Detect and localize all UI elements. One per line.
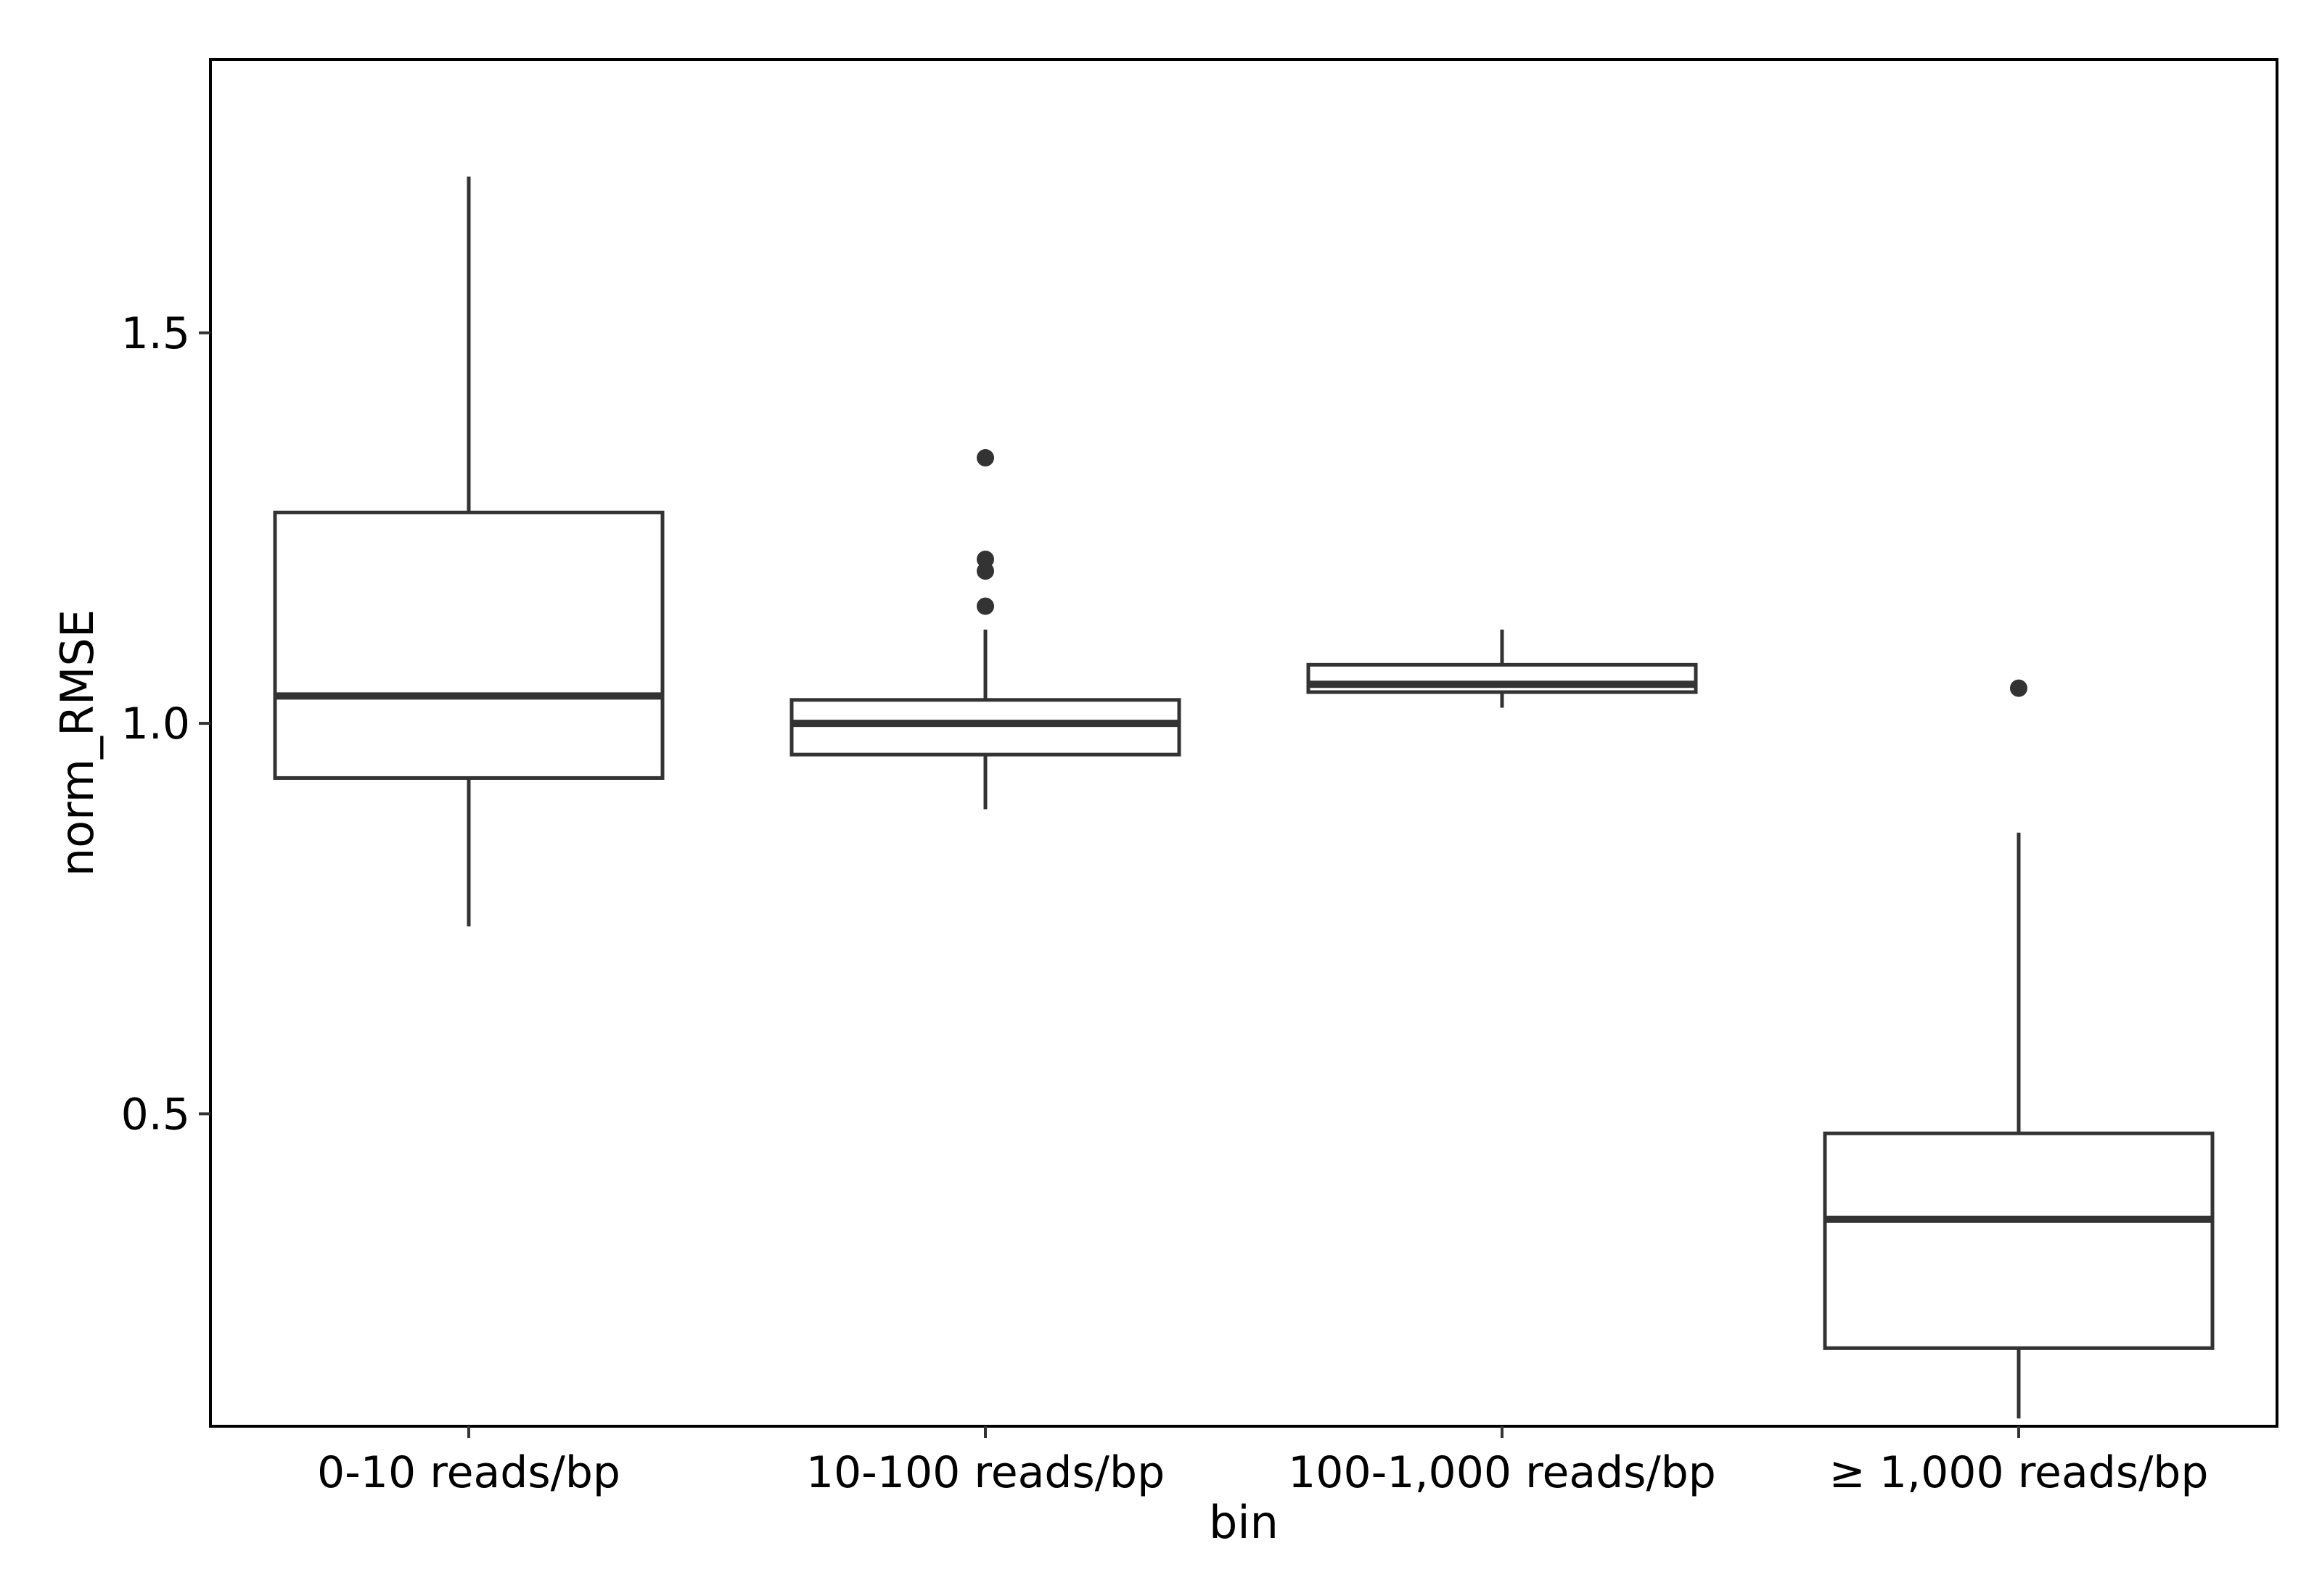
boxes-layer — [273, 176, 2215, 1419]
box-iqr — [273, 510, 665, 780]
x-axis: 0-10 reads/bp 10-100 reads/bp 100-1,000 re… — [317, 1426, 2208, 1498]
x-tick-label: 100-1,000 reads/bp — [1288, 1447, 1716, 1498]
y-tick-label: 1.5 — [121, 308, 190, 359]
box-group — [789, 449, 1181, 810]
box-group — [273, 176, 665, 926]
outlier-point — [977, 551, 994, 569]
box-iqr — [789, 698, 1181, 757]
y-axis: 0.5 1.0 1.5 — [121, 308, 210, 1140]
y-tick-label: 0.5 — [121, 1089, 190, 1140]
x-axis-title: bin — [1209, 1496, 1279, 1549]
y-tick-label: 1.0 — [121, 699, 190, 749]
y-axis-title: norm_RMSE — [51, 609, 104, 876]
outlier-point — [977, 449, 994, 467]
x-tick-label: ≥ 1,000 reads/bp — [1829, 1447, 2209, 1498]
box-group — [1306, 629, 1698, 708]
box-iqr — [1823, 1131, 2215, 1350]
outlier-point — [2010, 679, 2027, 697]
box-iqr — [1306, 662, 1698, 694]
x-tick-label: 10-100 reads/bp — [806, 1447, 1165, 1498]
x-tick-label: 0-10 reads/bp — [317, 1447, 620, 1498]
box-group — [1823, 679, 2215, 1419]
outlier-point — [977, 597, 994, 615]
